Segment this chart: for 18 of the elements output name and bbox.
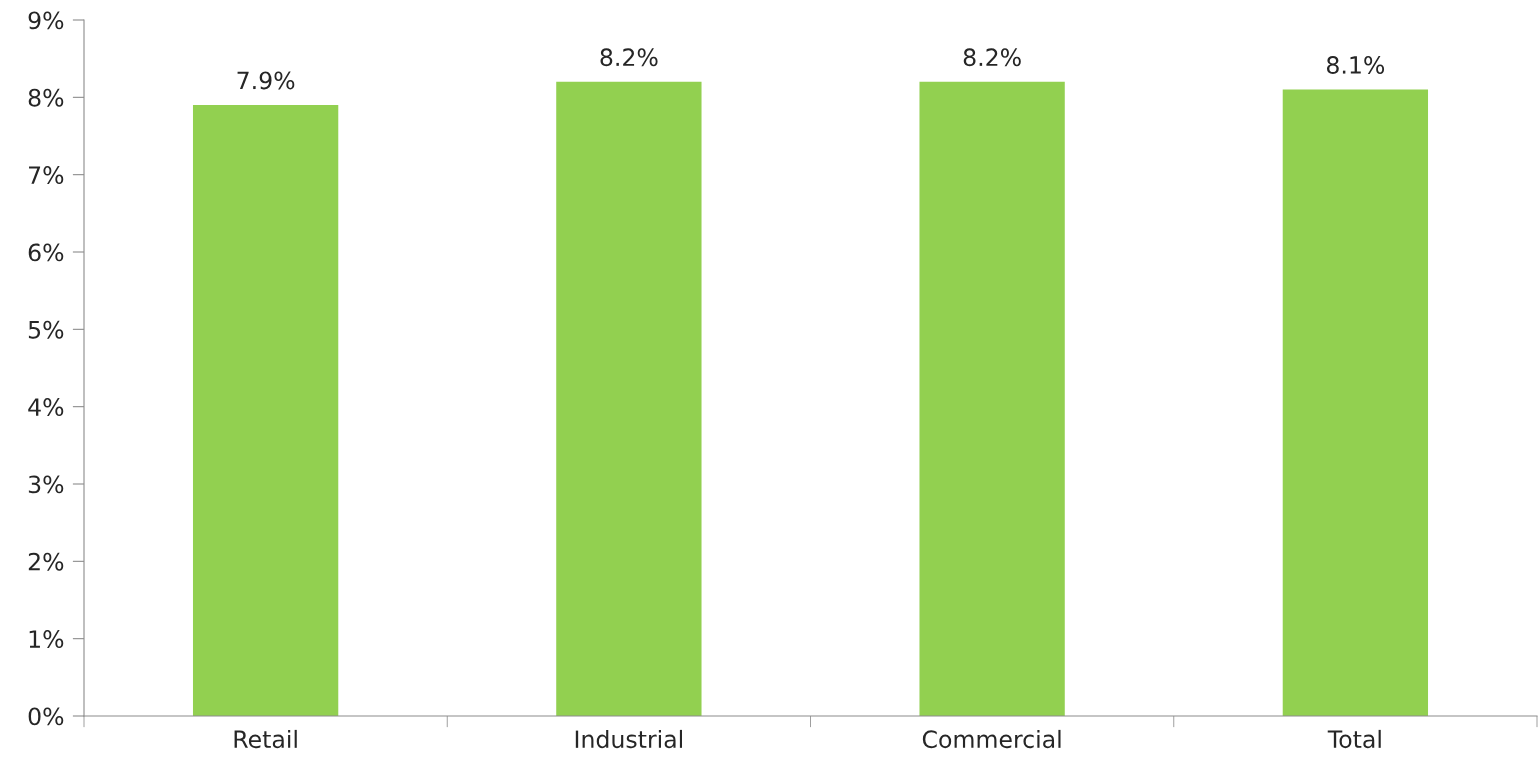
data-label: 7.9% [237, 71, 295, 90]
x-tick-label: Commercial [922, 729, 1061, 749]
data-label: 8.2% [963, 48, 1021, 67]
x-tick-label: Total [1327, 729, 1381, 749]
y-tick-label: 9% [28, 11, 64, 30]
y-tick-label: 6% [28, 243, 64, 262]
x-tick-label: Industrial [575, 729, 683, 749]
x-tick-label: Retail [234, 729, 297, 749]
y-tick-label: 0% [28, 707, 64, 726]
y-tick-label: 7% [29, 166, 64, 184]
y-tick-label: 8% [28, 88, 64, 107]
y-tick-label: 3% [28, 475, 64, 494]
data-label: 8.2% [600, 48, 658, 67]
y-tick-label: 1% [29, 630, 64, 648]
data-label: 8.1% [1326, 56, 1385, 74]
y-tick-label: 2% [28, 552, 64, 571]
y-tick-label: 4% [28, 398, 64, 416]
y-tick-label: 5% [28, 320, 64, 339]
